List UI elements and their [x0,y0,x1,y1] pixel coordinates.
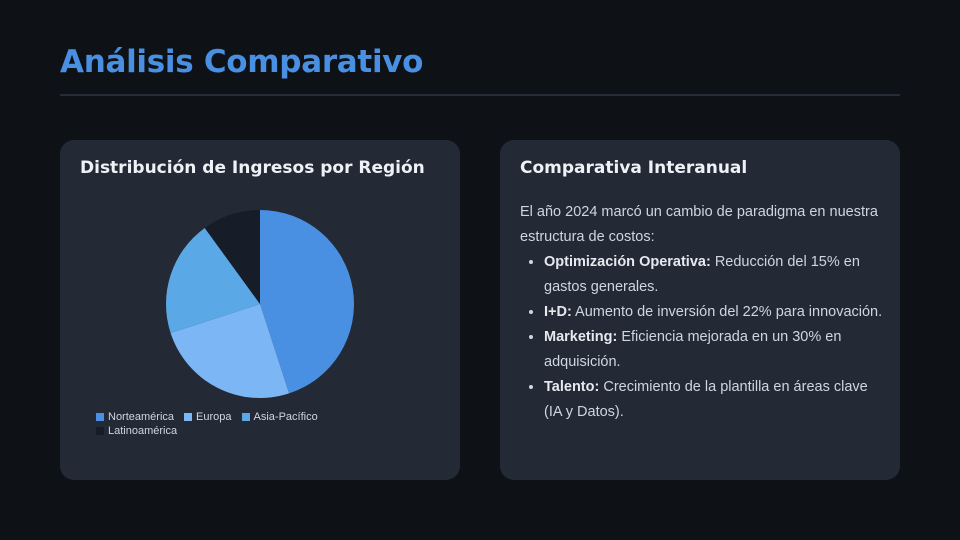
legend-swatch [96,413,104,421]
legend-swatch [184,413,193,421]
pie-slice-1 [170,304,290,399]
chart-card-title: Distribución de Ingresos por Región [80,158,425,178]
bullet-text: Crecimiento de la plantilla en áreas cla… [544,379,868,420]
pie-slice-0 [260,210,355,394]
bullet-text: Eficiencia mejorada en un 30% en adquisi… [544,329,842,370]
title-divider [60,94,900,96]
comparison-list: Optimización Operativa: Reducción del 15… [520,250,885,425]
legend-label: Europa [196,411,232,423]
bullet-text: Reducción del 15% en gastos generales. [544,254,860,295]
yoy-comparison-card: Comparativa Interanual El año 2024 marcó… [500,140,900,480]
revenue-distribution-card: Distribución de Ingresos por Región Nort… [60,140,460,480]
legend-item: Europa [184,410,232,424]
bullet-label: Optimización Operativa: [544,254,711,270]
bullet-label: Marketing: [544,329,618,345]
list-item-operations: Optimización Operativa: Reducción del 15… [544,250,885,300]
page-title: Análisis Comparativo [60,44,424,80]
bullet-text: Aumento de inversión del 22% para innova… [571,304,883,320]
list-item-rnd: I+D: Aumento de inversión del 22% para i… [544,300,885,325]
pie-slice-3 [204,210,260,304]
list-item-marketing: Marketing: Eficiencia mejorada en un 30%… [544,325,885,375]
legend-item: Norteamérica [96,410,174,424]
legend-item: Asia-Pacífico [241,410,318,424]
bullet-label: Talento: [544,379,600,395]
comparison-intro: El año 2024 marcó un cambio de paradigma… [520,204,878,245]
comparison-body: El año 2024 marcó un cambio de paradigma… [520,200,885,425]
comparison-card-title: Comparativa Interanual [520,158,748,178]
list-item-talent: Talento: Crecimiento de la plantilla en … [544,375,885,425]
legend-label: Asia-Pacífico [253,411,318,423]
legend-item: Latinoamérica [96,424,177,438]
legend-label: Norteamérica [108,411,175,423]
bullet-label: I+D: [544,304,572,320]
pie-slice-2 [165,227,260,334]
pie-chart [165,210,355,399]
legend-label: Latinoamérica [108,425,178,437]
chart-legend: Norteamérica Europa Asia-Pacífico Latinoamé… [96,410,396,438]
legend-swatch [96,427,104,435]
legend-swatch [241,413,250,421]
